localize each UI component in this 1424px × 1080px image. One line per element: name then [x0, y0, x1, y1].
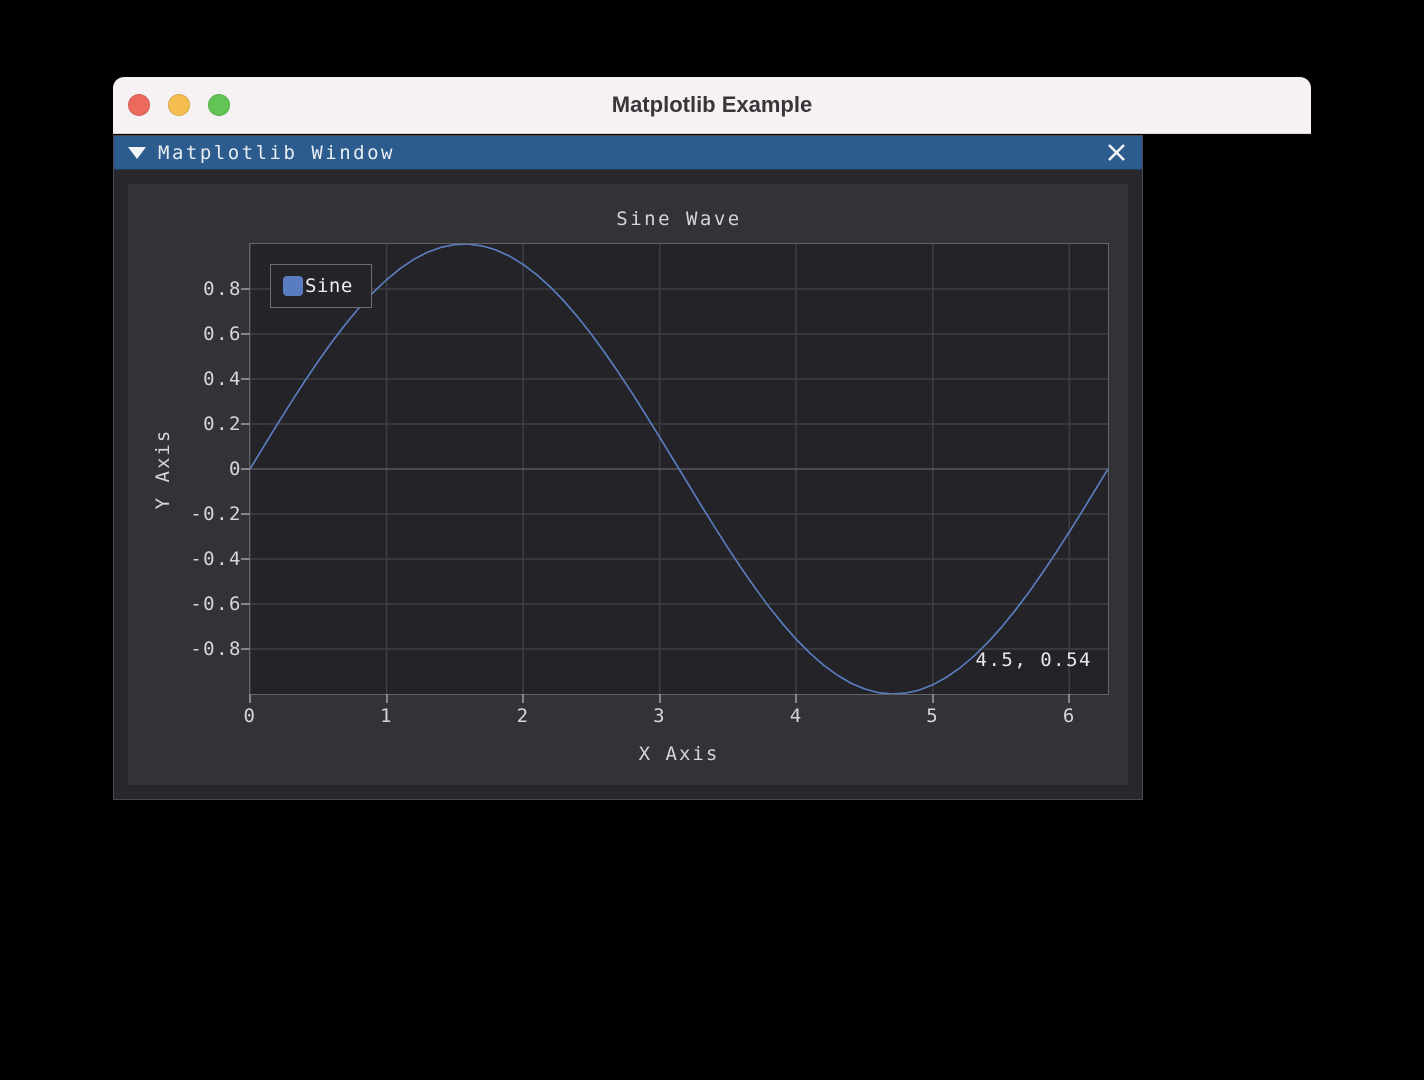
y-tick-mark — [241, 333, 250, 335]
y-tick-mark — [241, 648, 250, 650]
matplotlib-window: Matplotlib Window Sine Wave 0.8 0.6 0.4 0.2… — [113, 135, 1143, 800]
figure-canvas: Sine Wave 0.8 0.6 0.4 0.2 0 -0.2 -0.4 -0.6 -0.8 … — [128, 184, 1128, 785]
matplotlib-window-titlebar[interactable]: Matplotlib Window — [114, 136, 1142, 170]
y-tick-mark — [241, 468, 250, 470]
y-tick-label: 0.2 — [203, 413, 242, 435]
collapse-triangle-icon[interactable] — [128, 146, 146, 159]
x-tick-label: 6 — [1062, 705, 1076, 727]
y-tick-label: 0 — [229, 458, 242, 480]
x-tick-mark — [1068, 694, 1071, 703]
sine-curve-svg — [250, 244, 1108, 694]
x-tick-mark — [795, 694, 798, 703]
x-tick-label: 1 — [380, 705, 394, 727]
matplotlib-window-title: Matplotlib Window — [158, 141, 395, 164]
x-tick-mark — [931, 694, 934, 703]
legend-label: Sine — [305, 275, 353, 297]
y-tick-mark — [241, 513, 250, 515]
y-tick-label: 0.4 — [203, 368, 242, 390]
x-tick-label: 0 — [243, 705, 257, 727]
y-axis-label: Y Axis — [152, 428, 174, 510]
mac-window: Matplotlib Example Matplotlib Window Sin… — [113, 77, 1311, 931]
y-tick-label: -0.2 — [190, 503, 242, 525]
y-tick-mark — [241, 423, 250, 425]
plot-canvas[interactable] — [249, 243, 1109, 695]
x-tick-mark — [658, 694, 661, 703]
y-tick-label: -0.6 — [190, 593, 242, 615]
x-tick-label: 3 — [653, 705, 667, 727]
axes-area: 0.8 0.6 0.4 0.2 0 -0.2 -0.4 -0.6 -0.8 0 1 2 3 4 5 6 X … — [152, 243, 1109, 765]
y-tick-label: 0.8 — [203, 278, 242, 300]
x-tick-label: 4 — [789, 705, 803, 727]
mac-titlebar[interactable]: Matplotlib Example — [113, 77, 1311, 134]
close-icon[interactable] — [1104, 141, 1128, 165]
zoom-button[interactable] — [208, 94, 230, 116]
close-button[interactable] — [128, 94, 150, 116]
y-tick-mark — [241, 603, 250, 605]
x-tick-label: 5 — [926, 705, 940, 727]
y-tick-mark — [241, 288, 250, 290]
y-tick-mark — [241, 378, 250, 380]
traffic-lights — [128, 77, 230, 133]
x-tick-mark — [522, 694, 525, 703]
window-title: Matplotlib Example — [611, 92, 813, 117]
y-tick-label: 0.6 — [203, 323, 242, 345]
legend-swatch-icon — [283, 276, 303, 296]
legend: Sine — [270, 264, 372, 308]
y-tick-label: -0.4 — [190, 548, 242, 570]
x-tick-mark — [249, 694, 251, 703]
x-axis-label: X Axis — [638, 743, 720, 765]
x-tick-label: 2 — [516, 705, 530, 727]
cursor-coordinates-readout: 4.5, 0.54 — [975, 649, 1092, 671]
y-tick-label: -0.8 — [190, 638, 242, 660]
minimize-button[interactable] — [168, 94, 190, 116]
y-tick-mark — [241, 558, 250, 560]
chart-title: Sine Wave — [616, 208, 742, 230]
x-tick-mark — [385, 694, 388, 703]
